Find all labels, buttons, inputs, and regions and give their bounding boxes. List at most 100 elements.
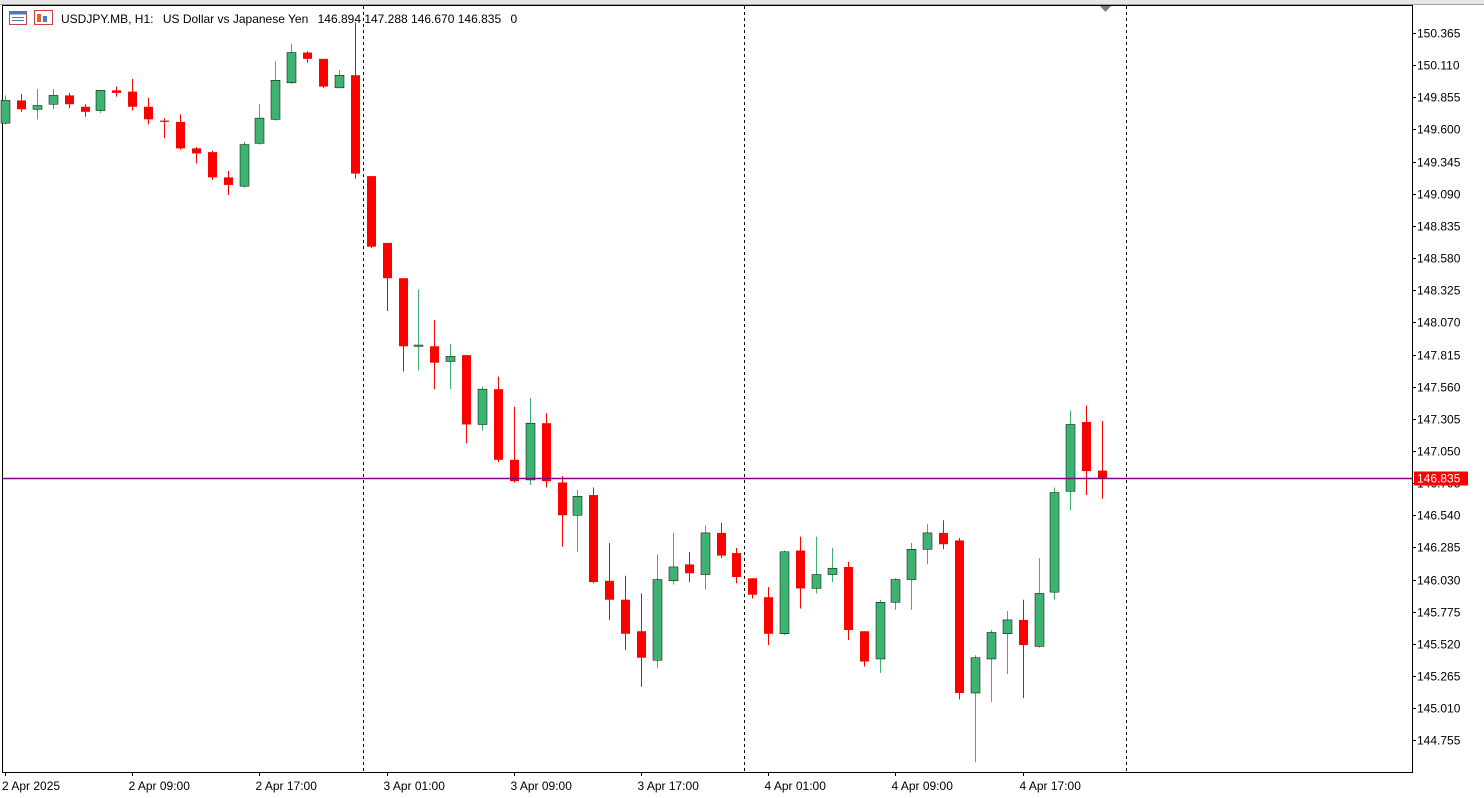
candle-body: [906, 549, 917, 580]
time-tick-label: 4 Apr 01:00: [765, 779, 827, 793]
current-price-label-bg: [1414, 471, 1468, 486]
candle: [303, 51, 312, 63]
candle-body: [160, 120, 169, 122]
candle-body: [827, 567, 838, 575]
candle-body: [1002, 619, 1013, 635]
candle: [286, 43, 297, 85]
price-tick-label: 147.815: [1417, 349, 1461, 363]
price-tick-label: 147.560: [1417, 381, 1461, 395]
candle: [1002, 611, 1013, 675]
candle: [668, 532, 679, 585]
candle-body: [811, 574, 822, 589]
candle-body: [224, 177, 233, 185]
candle-body: [334, 74, 345, 89]
window-top-border: [0, 0, 1484, 4]
day-separators: [363, 6, 1127, 772]
candle: [906, 542, 917, 610]
candle-body: [144, 106, 153, 120]
candle: [351, 22, 360, 179]
svg-text:USDJPY.MB, H1: US Dollar v: USDJPY.MB, H1: US Dollar vs Japanese Yen…: [61, 12, 517, 26]
price-tick-label: 148.325: [1417, 284, 1461, 298]
candle: [430, 319, 439, 390]
candle-body: [525, 422, 536, 481]
candle-body: [922, 532, 933, 550]
candle: [477, 386, 488, 431]
candle: [589, 487, 598, 584]
candle: [890, 578, 901, 610]
candle: [32, 89, 43, 120]
time-tick-label: 3 Apr 09:00: [511, 779, 573, 793]
candle: [637, 593, 646, 687]
price-tick-label: 148.835: [1417, 220, 1461, 234]
header-symbol: USDJPY.MB, H1:: [61, 12, 153, 26]
plot-area[interactable]: [2, 5, 1413, 773]
candle-body: [955, 540, 964, 694]
candle-body: [637, 631, 646, 658]
candle: [860, 631, 869, 667]
candle: [811, 536, 822, 594]
candle-body: [1082, 421, 1091, 472]
candle: [445, 343, 456, 390]
candle: [254, 104, 265, 145]
chart-window-icon[interactable]: [9, 11, 27, 25]
price-tick-label: 148.070: [1417, 316, 1461, 330]
candle: [0, 95, 11, 125]
candle-body: [1019, 619, 1028, 646]
candle-body: [32, 105, 43, 110]
candle: [48, 89, 59, 110]
candle: [1034, 558, 1045, 648]
candle-body: [1049, 492, 1060, 593]
price-axis[interactable]: 150.365 150.110 149.855 149.600 149.345 149.0…: [1412, 27, 1468, 748]
price-tick-label: 145.520: [1417, 638, 1461, 652]
candle-body: [367, 176, 376, 247]
candle-body: [383, 242, 392, 279]
candle: [510, 406, 519, 483]
candle: [717, 522, 726, 559]
candle: [367, 176, 376, 248]
candle: [1049, 487, 1060, 600]
time-tick-label: 2 Apr 2025: [2, 779, 60, 793]
candle-body: [303, 52, 312, 59]
candle-body: [700, 532, 711, 575]
candle-body: [477, 388, 488, 425]
candle-body: [1065, 424, 1076, 492]
candle: [1065, 410, 1076, 511]
candle-body: [65, 95, 74, 105]
price-tick-label: 149.345: [1417, 156, 1461, 170]
price-tick-label: 147.050: [1417, 445, 1461, 459]
price-tick-label: 148.580: [1417, 252, 1461, 266]
candle-body: [939, 532, 948, 545]
candle-body: [192, 148, 201, 154]
indicator-list-icon[interactable]: [34, 10, 53, 25]
candle: [542, 413, 551, 488]
candle-body: [128, 91, 137, 107]
time-axis[interactable]: 2 Apr 2025 2 Apr 09:00 2 Apr 17:00 3 Apr 01…: [2, 772, 1081, 793]
candle-body: [494, 389, 503, 460]
candle-body: [239, 144, 250, 187]
candle-body: [445, 356, 456, 362]
price-tick-label: 145.265: [1417, 670, 1461, 684]
price-tick-label: 146.030: [1417, 574, 1461, 588]
price-tick-label: 150.110: [1417, 59, 1460, 73]
candle: [65, 92, 74, 109]
candle-body: [1034, 593, 1045, 647]
candle: [652, 554, 663, 668]
candle-body: [685, 564, 694, 574]
candle-body: [779, 551, 790, 635]
candle: [160, 118, 169, 139]
current-price-label: 146.835: [1414, 471, 1468, 486]
price-tick-label: 145.010: [1417, 702, 1461, 716]
candle-body: [1098, 470, 1107, 479]
candle-body: [413, 344, 424, 347]
price-tick-label: 149.600: [1417, 123, 1461, 137]
candle: [732, 548, 741, 584]
candles-layer: [0, 22, 1107, 763]
candle: [95, 90, 106, 114]
candle-body: [176, 121, 185, 149]
candle: [208, 150, 217, 180]
candle-body: [748, 578, 757, 595]
price-tick-label: 149.855: [1417, 91, 1461, 105]
shift-marker-icon[interactable]: [1100, 6, 1111, 12]
candle-body: [430, 346, 439, 363]
